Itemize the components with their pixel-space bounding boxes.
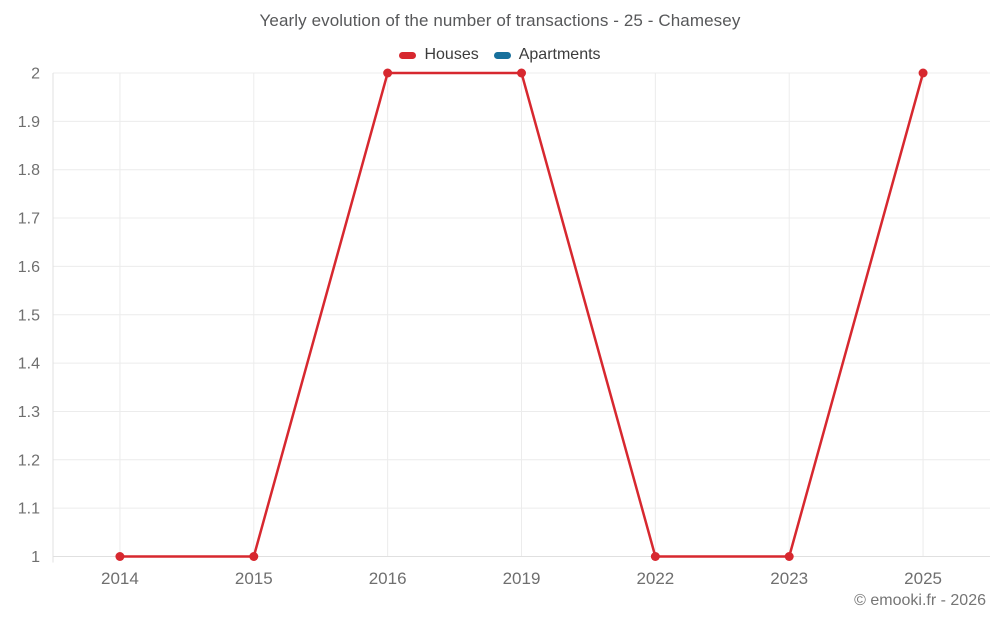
- x-axis-tick-label: 2023: [770, 569, 808, 588]
- x-axis-tick-label: 2014: [101, 569, 139, 588]
- y-axis-tick-label: 1.1: [18, 501, 40, 518]
- legend-item-houses[interactable]: Houses: [399, 46, 479, 64]
- y-axis-tick-label: 1.9: [18, 114, 40, 131]
- houses-swatch-icon: [399, 51, 417, 59]
- houses-point: [918, 68, 928, 78]
- y-axis-tick-label: 1.5: [18, 307, 40, 324]
- houses-point: [383, 68, 393, 78]
- chart-title: Yearly evolution of the number of transa…: [259, 11, 741, 30]
- legend-label-houses: Houses: [424, 46, 479, 63]
- x-axis-tick-label: 2016: [369, 569, 407, 588]
- copyright: © emooki.fr - 2026: [854, 592, 986, 609]
- houses-point: [115, 552, 125, 561]
- y-axis-tick-label: 1.3: [18, 404, 40, 421]
- y-axis-tick-label: 1.7: [18, 211, 40, 228]
- y-axis-tick-label: 1.6: [18, 259, 40, 276]
- houses-point: [249, 552, 259, 561]
- houses-point: [784, 552, 794, 561]
- legend-item-apartments[interactable]: Apartments: [493, 46, 601, 64]
- y-axis-tick-label: 1.2: [18, 452, 40, 469]
- legend: Houses Apartments: [0, 46, 1000, 64]
- x-axis-tick-label: 2019: [503, 569, 541, 588]
- houses-point: [650, 552, 660, 561]
- legend-label-apartments: Apartments: [518, 46, 601, 63]
- x-axis-tick-label: 2022: [636, 569, 674, 588]
- apartments-swatch-icon: [493, 51, 511, 59]
- x-axis-tick-label: 2015: [235, 569, 273, 588]
- x-axis-tick-label: 2025: [904, 569, 942, 588]
- y-axis-tick-label: 2: [31, 66, 40, 83]
- houses-point: [517, 68, 526, 78]
- y-axis-tick-label: 1.4: [18, 356, 40, 373]
- y-axis-tick-label: 1.8: [18, 162, 40, 179]
- y-axis-tick-label: 1: [31, 549, 40, 566]
